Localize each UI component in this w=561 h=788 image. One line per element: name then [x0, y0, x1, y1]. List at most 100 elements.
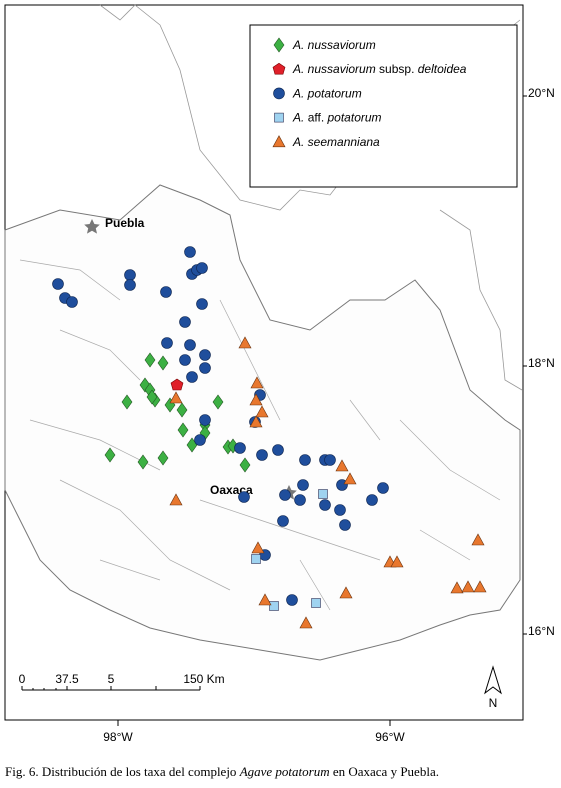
triangle-marker — [335, 459, 349, 472]
city-star — [84, 219, 100, 234]
north-arrow — [484, 665, 502, 695]
triangle-marker — [250, 376, 264, 389]
lat-label: 16°N — [528, 624, 555, 638]
triangle-marker — [238, 336, 252, 349]
legend-entry: A. aff. potatorum — [292, 111, 382, 125]
diamond-marker — [157, 355, 169, 371]
diamond-marker — [177, 422, 189, 438]
legend-box — [249, 24, 518, 188]
lat-label: 18°N — [528, 356, 555, 370]
square-marker — [274, 112, 284, 123]
legend-text: A. potatorum — [292, 86, 362, 100]
circle-marker — [256, 449, 268, 461]
circle-marker — [196, 262, 208, 274]
legend-text: A. seemanniana — [292, 135, 380, 149]
lon-label: 96°W — [375, 730, 405, 744]
legend-text: A. nussaviorum — [292, 62, 376, 76]
scale-label: 5 — [108, 672, 115, 686]
circle-marker — [196, 298, 208, 310]
circle-marker — [194, 434, 206, 446]
circle-marker — [186, 371, 198, 383]
legend-text: A. nussaviorum — [292, 38, 376, 52]
circle-marker — [179, 316, 191, 328]
circle-marker — [184, 246, 196, 258]
legend-entry: A. nussaviorum — [292, 38, 376, 52]
legend-entry: A. nussaviorum subsp. deltoidea — [292, 62, 467, 76]
scale-label: 37.5 — [55, 672, 79, 686]
lon-label: 98°W — [103, 730, 133, 744]
circle-marker — [124, 269, 136, 281]
legend-text: subsp. — [379, 62, 414, 76]
triangle-marker — [339, 586, 353, 599]
triangle-marker — [272, 135, 286, 148]
legend-text: potatorum — [327, 111, 382, 125]
circle-marker — [272, 444, 284, 456]
circle-marker — [324, 454, 336, 466]
circle-marker — [334, 504, 346, 516]
triangle-marker — [249, 415, 263, 428]
square-marker — [269, 601, 279, 611]
caption: Fig. 6. Distribución de los taxa del com… — [5, 764, 439, 779]
municipal-lines — [19, 259, 501, 611]
caption-text: en Oaxaca y Puebla. — [333, 764, 439, 779]
caption-genus: Agave potatorum — [239, 764, 330, 779]
diamond-marker — [104, 447, 116, 463]
scale-label: 150 Km — [183, 672, 224, 686]
scale-bar: 0 37.5 5 150 Km — [19, 672, 225, 691]
legend-text: deltoidea — [418, 62, 467, 76]
caption-text: Fig. 6. Distribución de los taxa del com… — [5, 764, 236, 779]
circle-marker — [199, 362, 211, 374]
land — [4, 184, 521, 661]
circle-marker — [199, 349, 211, 361]
legend-text: aff. — [308, 111, 324, 125]
triangle-marker — [450, 581, 464, 594]
scale-label: 0 — [19, 672, 26, 686]
square-marker — [318, 489, 328, 499]
triangle-marker — [343, 472, 357, 485]
diamond-marker — [157, 450, 169, 466]
circle-marker — [339, 519, 351, 531]
triangle-marker — [255, 405, 269, 418]
triangle-marker — [461, 580, 475, 593]
circle-marker — [294, 494, 306, 506]
triangle-marker — [471, 533, 485, 546]
diamond-marker — [146, 389, 158, 405]
circle-marker — [377, 482, 389, 494]
circle-marker — [319, 499, 331, 511]
diamond-marker — [239, 457, 251, 473]
legend-text: A. — [292, 111, 304, 125]
circle-marker — [160, 286, 172, 298]
pentagon-marker — [170, 378, 184, 391]
circle-marker — [179, 354, 191, 366]
triangle-marker — [249, 393, 263, 406]
circle-marker — [52, 278, 64, 290]
circle-marker — [299, 454, 311, 466]
place-label: Puebla — [105, 216, 145, 230]
lat-label: 20°N — [528, 86, 555, 100]
triangle-marker — [251, 541, 265, 554]
diamond-marker — [212, 394, 224, 410]
square-marker — [251, 554, 261, 564]
diamond-marker — [137, 454, 149, 470]
circle-marker — [273, 87, 285, 100]
diamond-marker — [273, 37, 285, 53]
legend-entry: A. seemanniana — [292, 135, 380, 149]
legend-entry: A. potatorum — [292, 86, 362, 100]
triangle-marker — [473, 580, 487, 593]
circle-marker — [161, 337, 173, 349]
triangle-marker — [169, 391, 183, 404]
circle-marker — [366, 494, 378, 506]
circle-marker — [286, 594, 298, 606]
triangle-marker — [258, 593, 272, 606]
diamond-marker — [121, 394, 133, 410]
circle-marker — [124, 279, 136, 291]
diamond-marker — [176, 402, 188, 418]
triangle-marker — [299, 616, 313, 629]
circle-marker — [238, 491, 250, 503]
circle-marker — [279, 489, 291, 501]
circle-marker — [66, 296, 78, 308]
triangle-marker — [390, 555, 404, 568]
square-marker — [311, 598, 321, 608]
